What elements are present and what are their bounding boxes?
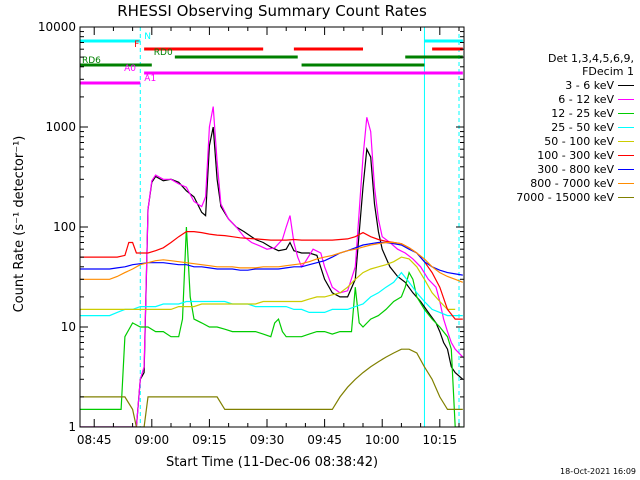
- legend-swatch: [618, 112, 634, 114]
- y-axis-label: Count Rate (s⁻¹ detector⁻¹): [12, 135, 27, 313]
- legend-swatch: [618, 140, 634, 142]
- legend-swatch: [618, 182, 634, 184]
- legend-item-label: 100 - 300 keV: [537, 148, 614, 162]
- x-axis-label: Start Time (11-Dec-06 08:38:42): [165, 455, 379, 470]
- legend-item-label: 7000 - 15000 keV: [516, 190, 614, 204]
- flag-label-rd6: RD6: [82, 56, 101, 66]
- y-tick-label: 1: [68, 420, 76, 434]
- legend-item-label: 3 - 6 keV: [565, 78, 614, 92]
- series-line-50-100-kev: [80, 256, 456, 310]
- legend-item-label: 800 - 7000 keV: [530, 176, 614, 190]
- series-line-100-300-kev: [80, 231, 463, 320]
- flag-bars: NF RD0 RD6 A0 A1: [80, 32, 463, 85]
- plot-frame: [79, 26, 465, 428]
- axes: 1 10 100 1000 10000 08:45 09:00 09:15 09:30 09:45…: [38, 20, 465, 447]
- x-tick-label: 09:00: [135, 433, 170, 447]
- legend-item: 7000 - 15000 keV: [470, 190, 636, 204]
- x-tick-label: 10:00: [365, 433, 400, 447]
- footer-timestamp: 18-Oct-2021 16:09: [560, 467, 636, 476]
- flag-label-f: F: [134, 40, 139, 50]
- legend-item: 12 - 25 keV: [470, 106, 636, 120]
- series-line-25-50-kev: [80, 271, 463, 317]
- legend-swatch: [618, 168, 634, 170]
- y-tick-label: 10: [61, 320, 76, 334]
- x-tick-label: 09:30: [250, 433, 285, 447]
- y-tick-label: 10000: [38, 20, 76, 34]
- legend-item: 800 - 7000 keV: [470, 176, 636, 190]
- legend-item-label: 6 - 12 keV: [558, 92, 614, 106]
- series-lines: [80, 106, 464, 427]
- legend-item-label: 50 - 100 keV: [544, 134, 614, 148]
- series-line-800-7000-kev: [80, 241, 464, 283]
- series-line-12-25-kev: [80, 226, 463, 427]
- legend-item-label: 300 - 800 keV: [537, 162, 614, 176]
- legend-item: 25 - 50 keV: [470, 120, 636, 134]
- legend-item: 6 - 12 keV: [470, 92, 636, 106]
- y-tick-label: 1000: [45, 120, 76, 134]
- legend-swatch: [618, 98, 634, 100]
- flag-label-a0: A0: [124, 64, 136, 74]
- x-tick-label: 09:45: [307, 433, 342, 447]
- x-tick-label: 10:15: [423, 433, 458, 447]
- legend-header-line-2: FDecim 1: [582, 65, 634, 78]
- legend-item: 300 - 800 keV: [470, 162, 636, 176]
- legend-swatch: [618, 196, 634, 198]
- x-tick-label: 08:45: [77, 433, 112, 447]
- chart-title: RHESSI Observing Summary Count Rates: [117, 2, 427, 20]
- series-line-6-12-kev: [80, 106, 464, 427]
- flag-label-rd0: RD0: [154, 48, 173, 58]
- series-line-3-6-kev: [80, 126, 464, 427]
- flag-label-n: N: [144, 32, 151, 42]
- legend-item: 50 - 100 keV: [470, 134, 636, 148]
- legend-swatch: [618, 84, 634, 86]
- legend-item: 3 - 6 keV: [470, 78, 636, 92]
- legend-swatch: [618, 126, 634, 128]
- series-line-300-800-kev: [80, 241, 463, 276]
- x-tick-label: 09:15: [192, 433, 227, 447]
- legend: Det 1,3,4,5,6,9, FDecim 1 3 - 6 keV 6 - 1…: [470, 52, 636, 204]
- vertical-markers: [139, 27, 460, 427]
- legend-item: 100 - 300 keV: [470, 148, 636, 162]
- legend-header-line-1: Det 1,3,4,5,6,9,: [547, 52, 634, 65]
- y-tick-label: 100: [53, 220, 76, 234]
- flag-label-a1: A1: [144, 74, 156, 84]
- legend-item-label: 12 - 25 keV: [551, 106, 614, 120]
- legend-item-label: 25 - 50 keV: [551, 120, 614, 134]
- legend-swatch: [618, 154, 634, 156]
- series-line-7000-15000-kev: [80, 348, 463, 427]
